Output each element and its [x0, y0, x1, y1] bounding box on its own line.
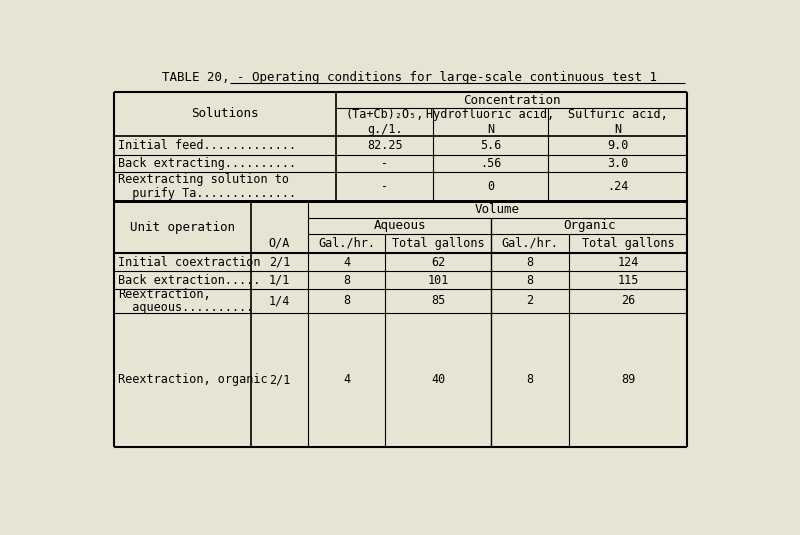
Text: .56: .56 — [480, 157, 502, 170]
Text: .24: .24 — [607, 180, 628, 193]
Text: 40: 40 — [431, 373, 446, 386]
Text: 1/1: 1/1 — [269, 274, 290, 287]
Text: Gal./hr.: Gal./hr. — [318, 236, 375, 250]
Text: Solutions: Solutions — [191, 108, 259, 120]
Text: 8: 8 — [526, 256, 534, 269]
Text: Concentration: Concentration — [463, 94, 561, 106]
Text: -: - — [382, 180, 388, 193]
Text: TABLE 20, - Operating conditions for large-scale continuous test 1: TABLE 20, - Operating conditions for lar… — [162, 71, 658, 84]
Text: purify Ta..............: purify Ta.............. — [118, 187, 296, 200]
Text: 124: 124 — [618, 256, 639, 269]
Text: 2: 2 — [526, 294, 534, 308]
Text: Reextraction,: Reextraction, — [118, 287, 210, 301]
Text: Gal./hr.: Gal./hr. — [502, 236, 558, 250]
Text: Reextraction, organic: Reextraction, organic — [118, 373, 267, 386]
Text: -: - — [382, 157, 388, 170]
Text: 2/1: 2/1 — [269, 256, 290, 269]
Text: Organic: Organic — [563, 219, 616, 232]
Text: 8: 8 — [343, 274, 350, 287]
Text: Total gallons: Total gallons — [392, 236, 485, 250]
Text: Initial feed.............: Initial feed............. — [118, 139, 296, 152]
Text: 62: 62 — [431, 256, 446, 269]
Text: Initial coextraction: Initial coextraction — [118, 256, 260, 269]
Text: 4: 4 — [343, 373, 350, 386]
Text: 8: 8 — [526, 373, 534, 386]
Text: 1/4: 1/4 — [269, 294, 290, 308]
Text: Unit operation: Unit operation — [130, 220, 235, 234]
Text: 8: 8 — [526, 274, 534, 287]
Text: 8: 8 — [343, 294, 350, 308]
Text: 5.6: 5.6 — [480, 139, 502, 152]
Text: 0: 0 — [487, 180, 494, 193]
Text: 101: 101 — [428, 274, 449, 287]
Text: 115: 115 — [618, 274, 639, 287]
Text: Volume: Volume — [475, 203, 520, 216]
Text: 89: 89 — [621, 373, 635, 386]
Text: Sulfuric acid,
N: Sulfuric acid, N — [568, 108, 667, 136]
Text: Hydrofluoric acid,
N: Hydrofluoric acid, N — [426, 108, 554, 136]
Text: Total gallons: Total gallons — [582, 236, 674, 250]
Text: 9.0: 9.0 — [607, 139, 628, 152]
Text: 26: 26 — [621, 294, 635, 308]
Text: Back extraction.....: Back extraction..... — [118, 274, 260, 287]
Text: Reextracting solution to: Reextracting solution to — [118, 173, 289, 186]
Text: 85: 85 — [431, 294, 446, 308]
Text: 4: 4 — [343, 256, 350, 269]
Text: Aqueous: Aqueous — [374, 219, 426, 232]
Text: Back extracting..........: Back extracting.......... — [118, 157, 296, 170]
Text: (Ta+Cb)₂O₅,
g./1.: (Ta+Cb)₂O₅, g./1. — [346, 108, 424, 136]
Text: aqueous..........: aqueous.......... — [118, 301, 253, 315]
Text: 82.25: 82.25 — [367, 139, 402, 152]
Text: O/A: O/A — [269, 236, 290, 250]
Text: 3.0: 3.0 — [607, 157, 628, 170]
Text: 2/1: 2/1 — [269, 373, 290, 386]
